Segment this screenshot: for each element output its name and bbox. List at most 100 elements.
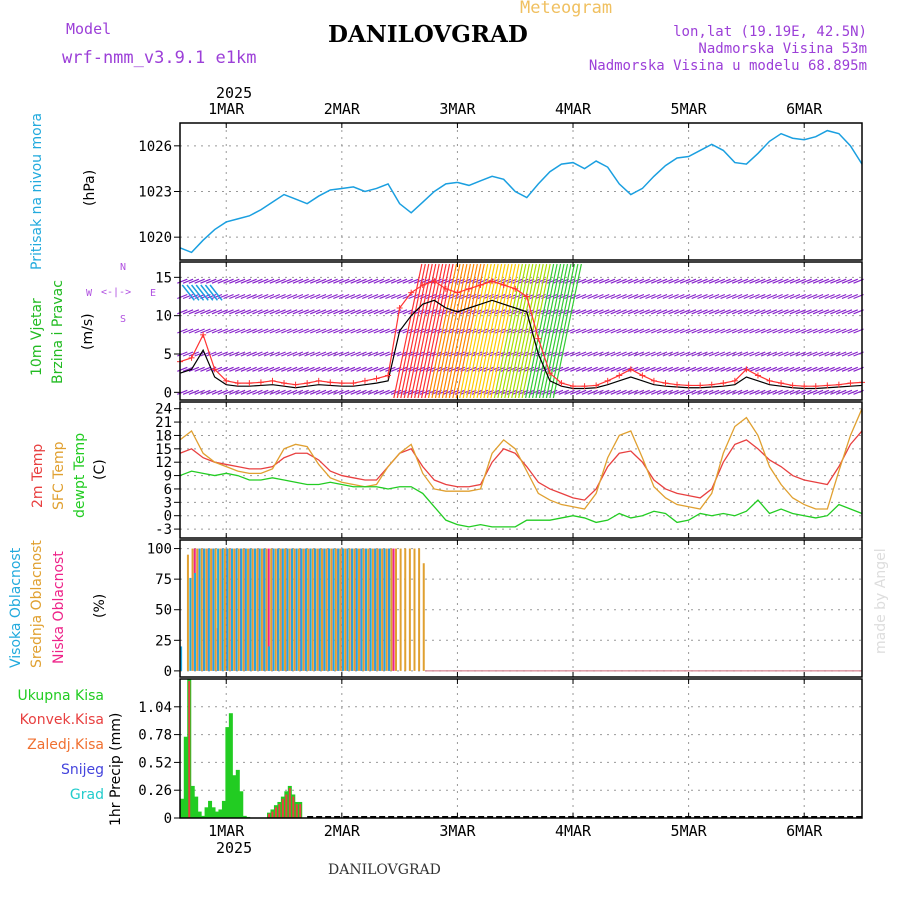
wind-barb [321, 309, 333, 315]
wind-barb [581, 366, 593, 372]
wind-arrow [525, 263, 555, 399]
wind-arrow [434, 263, 465, 399]
wind-arrow [493, 263, 524, 399]
wind-barb [737, 351, 749, 357]
x-tick-label-bottom: 5MAR [671, 822, 708, 840]
wind-barb [674, 309, 685, 315]
wind-barb [662, 389, 674, 395]
wind-barb [356, 293, 367, 300]
wind-barb [344, 351, 356, 357]
precip-total-bar [225, 727, 230, 818]
wind-barb [269, 293, 281, 300]
wind-barb [408, 293, 419, 300]
wind-barb [824, 351, 835, 357]
wind-barb [523, 351, 535, 357]
wind-barb [275, 293, 286, 300]
wind-arrow [518, 263, 548, 399]
legend-hail: Grad [69, 787, 104, 803]
wind-barb [246, 389, 257, 395]
wind-barb [385, 351, 396, 357]
wind-barb [662, 328, 674, 334]
wind-barb [801, 366, 812, 372]
wind-barb [390, 366, 402, 372]
wind-barb [385, 389, 396, 395]
wind-barb [298, 351, 309, 357]
wind-barb [356, 328, 367, 334]
wind-barb [310, 351, 321, 357]
wind-barb [460, 293, 471, 300]
wind-barb [685, 293, 697, 300]
wind-barb [610, 351, 622, 357]
wind-barb [292, 293, 304, 300]
wind-barb [211, 328, 223, 334]
wind-barb [581, 351, 593, 357]
cloud-mid-bar [284, 548, 287, 671]
cloud-mid-bar [219, 548, 222, 671]
wind-barb [703, 309, 714, 315]
wind-barb [662, 351, 674, 357]
wind-barb [512, 389, 523, 395]
cloud-mid-bar [381, 548, 384, 671]
wind-barb [292, 328, 304, 334]
dewpt-line [179, 470, 863, 528]
wind-barb [338, 278, 350, 284]
wind-barb [350, 351, 361, 357]
wind-barb [708, 328, 720, 334]
wind-arrow [459, 263, 489, 399]
wind-barb [639, 293, 650, 300]
wind-barb [471, 389, 483, 395]
wind-barb [824, 328, 835, 334]
wind-barb [362, 351, 373, 357]
wind-barb [338, 293, 350, 300]
wind-barb [200, 278, 211, 284]
wind-barb [720, 328, 731, 334]
model-altitude-label: Nadmorska Visina u modelu 68.895m [588, 58, 867, 74]
precip-conv-bar [281, 798, 284, 818]
wind-barb [292, 389, 304, 395]
wind-barb [749, 309, 760, 315]
wind-barb [367, 309, 379, 315]
panel-frame [179, 122, 863, 261]
wind-barb [645, 293, 656, 300]
wind-barb [356, 351, 367, 357]
wind-barb [240, 293, 252, 300]
wind-barb [726, 351, 737, 357]
wind-barb [286, 293, 298, 300]
wind-barb [593, 293, 604, 300]
wind-barb [286, 309, 298, 315]
wind-barb [223, 278, 234, 284]
cloud-mid-bar [256, 548, 259, 671]
wind-barb [743, 278, 754, 284]
wind-barb [645, 351, 656, 357]
wind-barb [633, 366, 645, 372]
wind-barb [229, 389, 240, 395]
precip-conv-bar [299, 804, 302, 818]
wind-barb [674, 278, 685, 284]
wind-barb [518, 366, 529, 372]
wind-arrow [514, 263, 544, 399]
wind-barb [367, 366, 379, 372]
wind-barb [240, 366, 252, 372]
cloud-high-bar [286, 548, 289, 671]
wind-barb [327, 366, 338, 372]
wind-barb [471, 351, 483, 357]
precip-total-bar [218, 809, 223, 818]
cloud-high-bar [244, 548, 247, 671]
cloud-high-bar [346, 548, 349, 671]
cloud-mid-bar [371, 548, 374, 671]
wind-barb [546, 389, 558, 395]
wind-barb [286, 351, 298, 357]
cloud-mid-bar [413, 548, 416, 671]
wind-arrow [531, 263, 562, 399]
cloud-mid-bar [205, 548, 208, 671]
wind-barb [581, 389, 593, 395]
wind-barb [315, 293, 327, 300]
wind-barb [529, 328, 541, 334]
wind-barb [252, 366, 263, 372]
wind-barb [546, 293, 558, 300]
wind-barb [807, 366, 818, 372]
wind-barb [656, 389, 668, 395]
wind-barb [703, 293, 714, 300]
wind-barb [518, 351, 529, 357]
wind-barb [570, 366, 581, 372]
